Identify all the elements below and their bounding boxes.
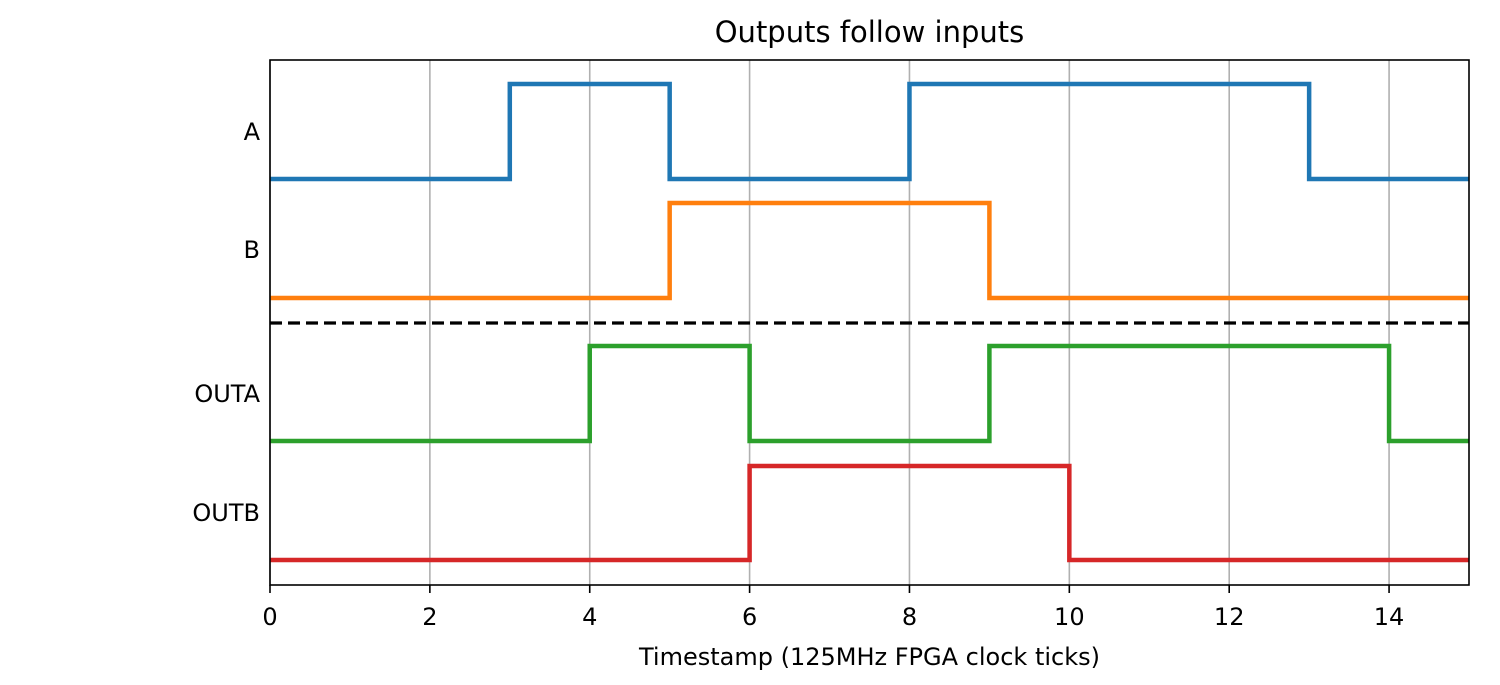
row-label-b: B bbox=[244, 236, 260, 264]
x-tick-label: 2 bbox=[422, 603, 437, 631]
row-label-outa: OUTA bbox=[194, 380, 260, 408]
x-tick-label: 6 bbox=[742, 603, 757, 631]
x-tick-label: 10 bbox=[1054, 603, 1085, 631]
x-tick-label: 0 bbox=[262, 603, 277, 631]
row-label-a: A bbox=[244, 118, 261, 146]
row-label-outb: OUTB bbox=[192, 499, 260, 527]
x-tick-label: 12 bbox=[1214, 603, 1245, 631]
x-axis-label: Timestamp (125MHz FPGA clock ticks) bbox=[638, 643, 1100, 671]
waveform-outb bbox=[270, 463, 1469, 563]
chart-title: Outputs follow inputs bbox=[715, 15, 1025, 49]
plot-area-frame bbox=[269, 59, 1470, 586]
waveform-b bbox=[270, 200, 1469, 301]
x-tick-label: 8 bbox=[902, 603, 917, 631]
waveform-outa bbox=[270, 343, 1469, 444]
waveform-a bbox=[270, 81, 1469, 182]
x-tick-label: 14 bbox=[1374, 603, 1405, 631]
x-tick-label: 4 bbox=[582, 603, 597, 631]
